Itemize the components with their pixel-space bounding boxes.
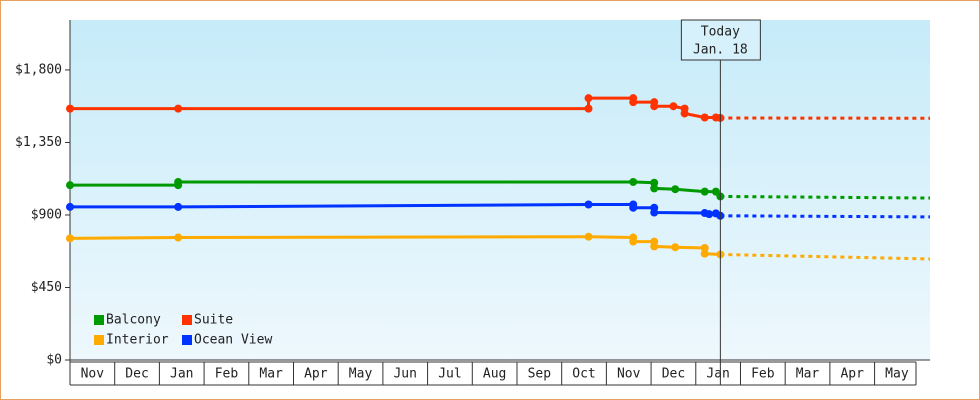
price-point [650,184,659,193]
x-tick-label: Apr [840,367,864,382]
forecast-line [720,252,931,261]
x-tick-label: Apr [304,367,328,382]
x-tick-label: Mar [796,367,820,382]
price-point [650,208,659,217]
price-point [629,237,638,246]
x-tick-label: Nov [617,367,641,382]
x-tick-label: Sep [528,367,552,382]
legend-label: Suite [194,313,233,328]
x-tick-label: Oct [572,367,595,382]
price-point [629,177,638,186]
price-point [66,104,74,113]
price-point [584,200,593,209]
price-point [584,232,593,241]
price-point [66,202,74,211]
x-tick-label: Feb [751,367,775,382]
legend-label: Interior [106,333,169,348]
legend-swatch [182,315,192,325]
price-point [66,181,74,190]
legend-swatch [182,335,192,345]
price-point [629,203,638,212]
price-point [700,113,709,122]
price-point [700,244,709,253]
price-point [584,104,593,113]
x-tick-label: Jan [706,367,729,382]
x-tick-label: Feb [215,367,239,382]
x-tick-label: May [349,367,373,382]
price-point [174,177,183,186]
price-point [700,187,709,196]
price-point [66,234,74,243]
y-tick-label: $1,800 [15,62,62,77]
legend-swatch [94,315,104,325]
x-tick-label: Jun [393,367,416,382]
price-point [705,210,714,219]
x-tick-label: Jul [438,367,461,382]
price-point [680,109,689,118]
x-tick-label: Jan [170,367,193,382]
forecast-line [720,194,931,200]
forecast-line [720,214,931,219]
y-tick-label: $450 [31,280,62,295]
price-point [669,102,678,111]
price-point [174,233,183,242]
price-point [584,94,593,103]
y-tick-label: $0 [46,353,62,368]
today-label: Today [701,25,740,40]
x-tick-label: Mar [259,367,283,382]
x-tick-label: May [885,367,909,382]
y-tick-label: $900 [31,207,62,222]
today-label: Jan. 18 [693,43,748,58]
plot-area [70,20,930,360]
price-point [174,104,183,113]
price-point [650,178,659,187]
price-point [671,185,680,194]
price-point [700,249,709,258]
legend-label: Ocean View [194,333,272,348]
today-box [680,19,761,61]
x-tick-label: Aug [483,367,506,382]
price-point [650,102,659,111]
legend-swatch [94,335,104,345]
x-tick-label: Nov [81,367,105,382]
legend-label: Balcony [106,313,161,328]
price-point [174,202,183,211]
price-point [671,243,680,252]
y-tick-label: $1,350 [15,135,62,150]
price-point [629,98,638,107]
x-tick-label: Dec [662,367,685,382]
price-point [650,242,659,251]
x-tick-label: Dec [125,367,148,382]
